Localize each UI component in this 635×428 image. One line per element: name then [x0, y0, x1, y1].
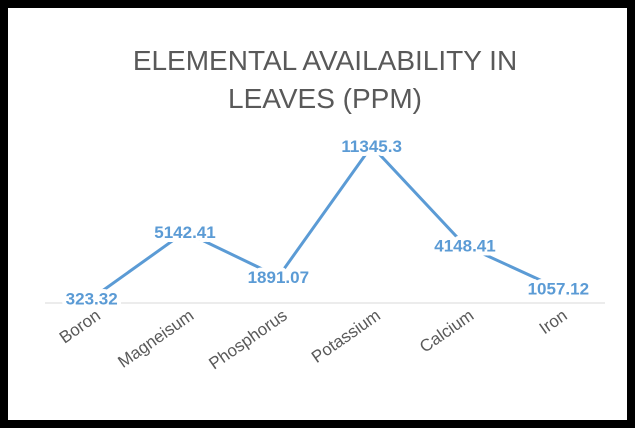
data-label: 11345.3: [341, 137, 402, 156]
chart-title: LEAVES (PPM): [228, 83, 422, 114]
data-label: 5142.41: [154, 223, 215, 242]
chart-title: ELEMENTAL AVAILABILITY IN: [133, 45, 517, 76]
data-label: 1057.12: [528, 279, 589, 298]
line-series: [90, 143, 559, 300]
data-label: 323.32: [66, 290, 118, 309]
data-label: 1891.07: [248, 268, 309, 287]
data-label: 4148.41: [434, 237, 495, 256]
